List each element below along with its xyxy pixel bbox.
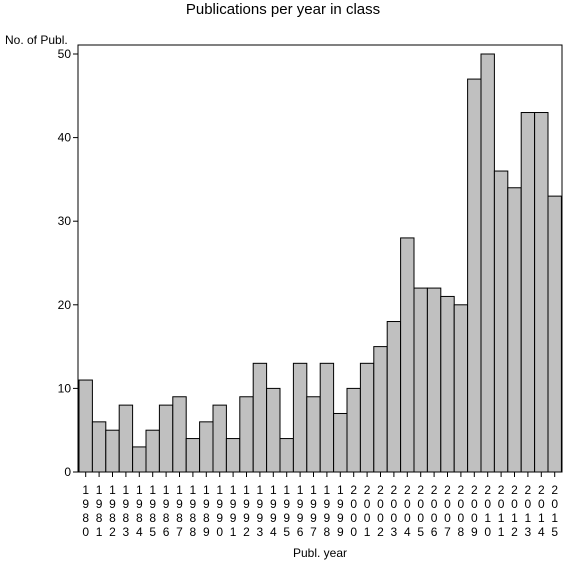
bar-2009 — [467, 78, 482, 473]
bar-1998 — [319, 362, 335, 473]
bar-1999 — [333, 412, 348, 473]
bar-1985 — [145, 429, 160, 473]
bar-2012 — [507, 187, 522, 473]
bar-1991 — [225, 438, 241, 473]
bar-2015 — [547, 195, 562, 473]
bar-1990 — [212, 404, 227, 473]
y-tick-label: 50 — [58, 47, 72, 61]
bar-1987 — [172, 396, 187, 473]
bar-2002 — [373, 346, 388, 473]
y-tick-label: 40 — [58, 131, 72, 145]
bar-1980 — [78, 379, 93, 473]
y-tick-label: 20 — [58, 298, 72, 312]
y-ticks-group: 0 10 20 30 40 50 — [58, 47, 78, 479]
bar-1982 — [105, 429, 120, 473]
bar-2007 — [440, 295, 455, 473]
bar-2014 — [534, 112, 549, 473]
bar-1983 — [118, 404, 134, 473]
bar-1996 — [292, 362, 308, 473]
y-axis-label: No. of Publ. — [5, 33, 68, 47]
chart-title: Publications per year in class — [186, 1, 380, 18]
bars-group — [78, 53, 562, 473]
bar-2010 — [480, 53, 495, 473]
bar-1984 — [132, 446, 147, 473]
bar-2011 — [493, 170, 509, 473]
y-tick-label: 10 — [58, 381, 72, 395]
bar-1997 — [306, 396, 321, 473]
bar-2004 — [400, 237, 415, 473]
bar-2003 — [386, 321, 402, 473]
bar-1981 — [91, 421, 107, 473]
y-tick-label: 30 — [58, 214, 72, 228]
bar-2005 — [413, 287, 428, 473]
bar-1989 — [199, 421, 214, 473]
bar-1986 — [158, 404, 174, 473]
y-tick-label: 0 — [64, 465, 71, 479]
x-ticks-group: 1 9 8 0 1 9 8 1 1 9 8 2 1 9 8 3 1 9 8 4 1 9 8 5 1 9 8 6 1 9 8 7 1 9 8 8 1 9 8 9… — [82, 472, 558, 539]
bar-2000 — [346, 387, 361, 473]
bar-1994 — [266, 387, 281, 473]
bar-1988 — [185, 438, 201, 473]
bar-2001 — [359, 362, 375, 473]
bar-2008 — [453, 304, 469, 473]
bar-2013 — [520, 112, 536, 473]
bar-2006 — [426, 287, 442, 473]
bar-1995 — [279, 438, 294, 473]
bar-1993 — [252, 362, 268, 473]
x-axis-label: Publ. year — [293, 546, 347, 560]
bar-1992 — [239, 396, 254, 473]
